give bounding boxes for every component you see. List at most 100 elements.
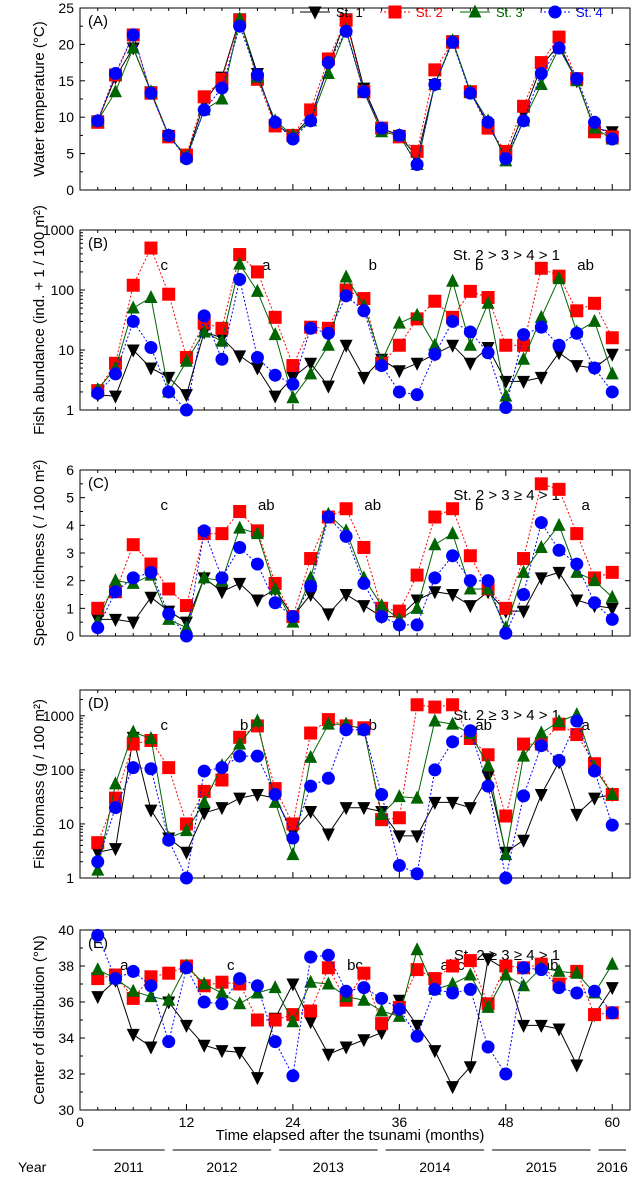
data-point [179,846,193,860]
data-point [268,794,282,808]
data-point [91,386,105,400]
data-point [517,375,531,389]
data-point [481,748,495,762]
data-point [233,972,247,986]
data-point [108,613,122,627]
group-letter: c [227,957,235,974]
panel-label: (C) [88,475,109,492]
panel-label: (A) [88,13,108,30]
data-point [215,997,229,1011]
data-point [321,337,335,351]
data-point [268,1013,282,1027]
data-point [91,991,105,1005]
data-point [233,350,247,364]
data-point [126,344,140,358]
data-point [481,346,495,360]
group-letter: c [161,257,169,274]
data-point [233,540,247,554]
series-line [97,935,613,1078]
data-point [339,984,353,998]
data-point [91,846,105,860]
data-point [108,585,122,599]
data-point [268,115,282,129]
data-point [321,948,335,962]
data-point [410,144,424,158]
y-tick-label: 2 [66,573,74,589]
plot-frame [79,229,631,411]
data-point [233,272,247,286]
data-point [108,801,122,815]
data-point [215,527,229,541]
y-tick-label: 34 [58,1030,74,1046]
data-point [428,713,442,727]
data-point [605,385,619,399]
data-point [463,600,477,614]
series-line [97,18,613,157]
data-point [144,289,158,303]
series-line [97,513,613,630]
data-point [499,967,513,981]
data-point [162,128,176,142]
data-point [375,1003,389,1017]
legend-item-1: St. 1 [300,5,363,20]
data-point [463,581,477,595]
data-point [179,823,193,837]
data-point [144,804,158,818]
data-point [428,63,442,77]
legend-marker [388,5,402,19]
y-tick-label: 5 [66,490,74,506]
data-point [250,713,264,727]
data-point [428,796,442,810]
data-point [446,35,460,49]
data-point [162,385,176,399]
data-point [144,731,158,745]
data-point [605,787,619,801]
series-line [97,262,613,399]
y-tick-label: 38 [58,958,74,974]
data-point [463,802,477,816]
data-point [463,325,477,339]
data-point [197,524,211,538]
data-point [233,248,247,262]
data-point [91,601,105,615]
group-letter: ab [258,497,275,514]
data-point [428,1045,442,1059]
y-tick-label: 15 [58,73,74,89]
data-point [126,314,140,328]
data-point [517,605,531,619]
data-point [233,996,247,1010]
data-point [534,320,548,334]
data-point [517,114,531,128]
data-point [304,779,318,793]
data-point [517,328,531,342]
group-letter: c [161,497,169,514]
data-point [144,591,158,605]
data-point [428,763,442,777]
data-point [286,831,300,845]
data-point [321,380,335,394]
data-point [375,991,389,1005]
data-point [304,366,318,380]
data-point [534,261,548,275]
data-point [126,28,140,42]
data-point [410,388,424,402]
data-point [552,482,566,496]
data-point [410,867,424,881]
data-point [428,77,442,91]
data-point [446,502,460,516]
data-point [162,287,176,301]
data-point [321,716,335,730]
legend-label: St. 1 [336,5,363,20]
data-point [517,1019,531,1033]
year-label: 2013 [313,1159,344,1175]
legend-item-4: St. 4 [540,5,603,20]
data-point [588,361,602,375]
data-point [339,589,353,602]
data-point [286,817,300,831]
data-point [588,296,602,310]
data-point [428,537,442,551]
data-point [91,862,105,876]
data-point [304,357,318,371]
